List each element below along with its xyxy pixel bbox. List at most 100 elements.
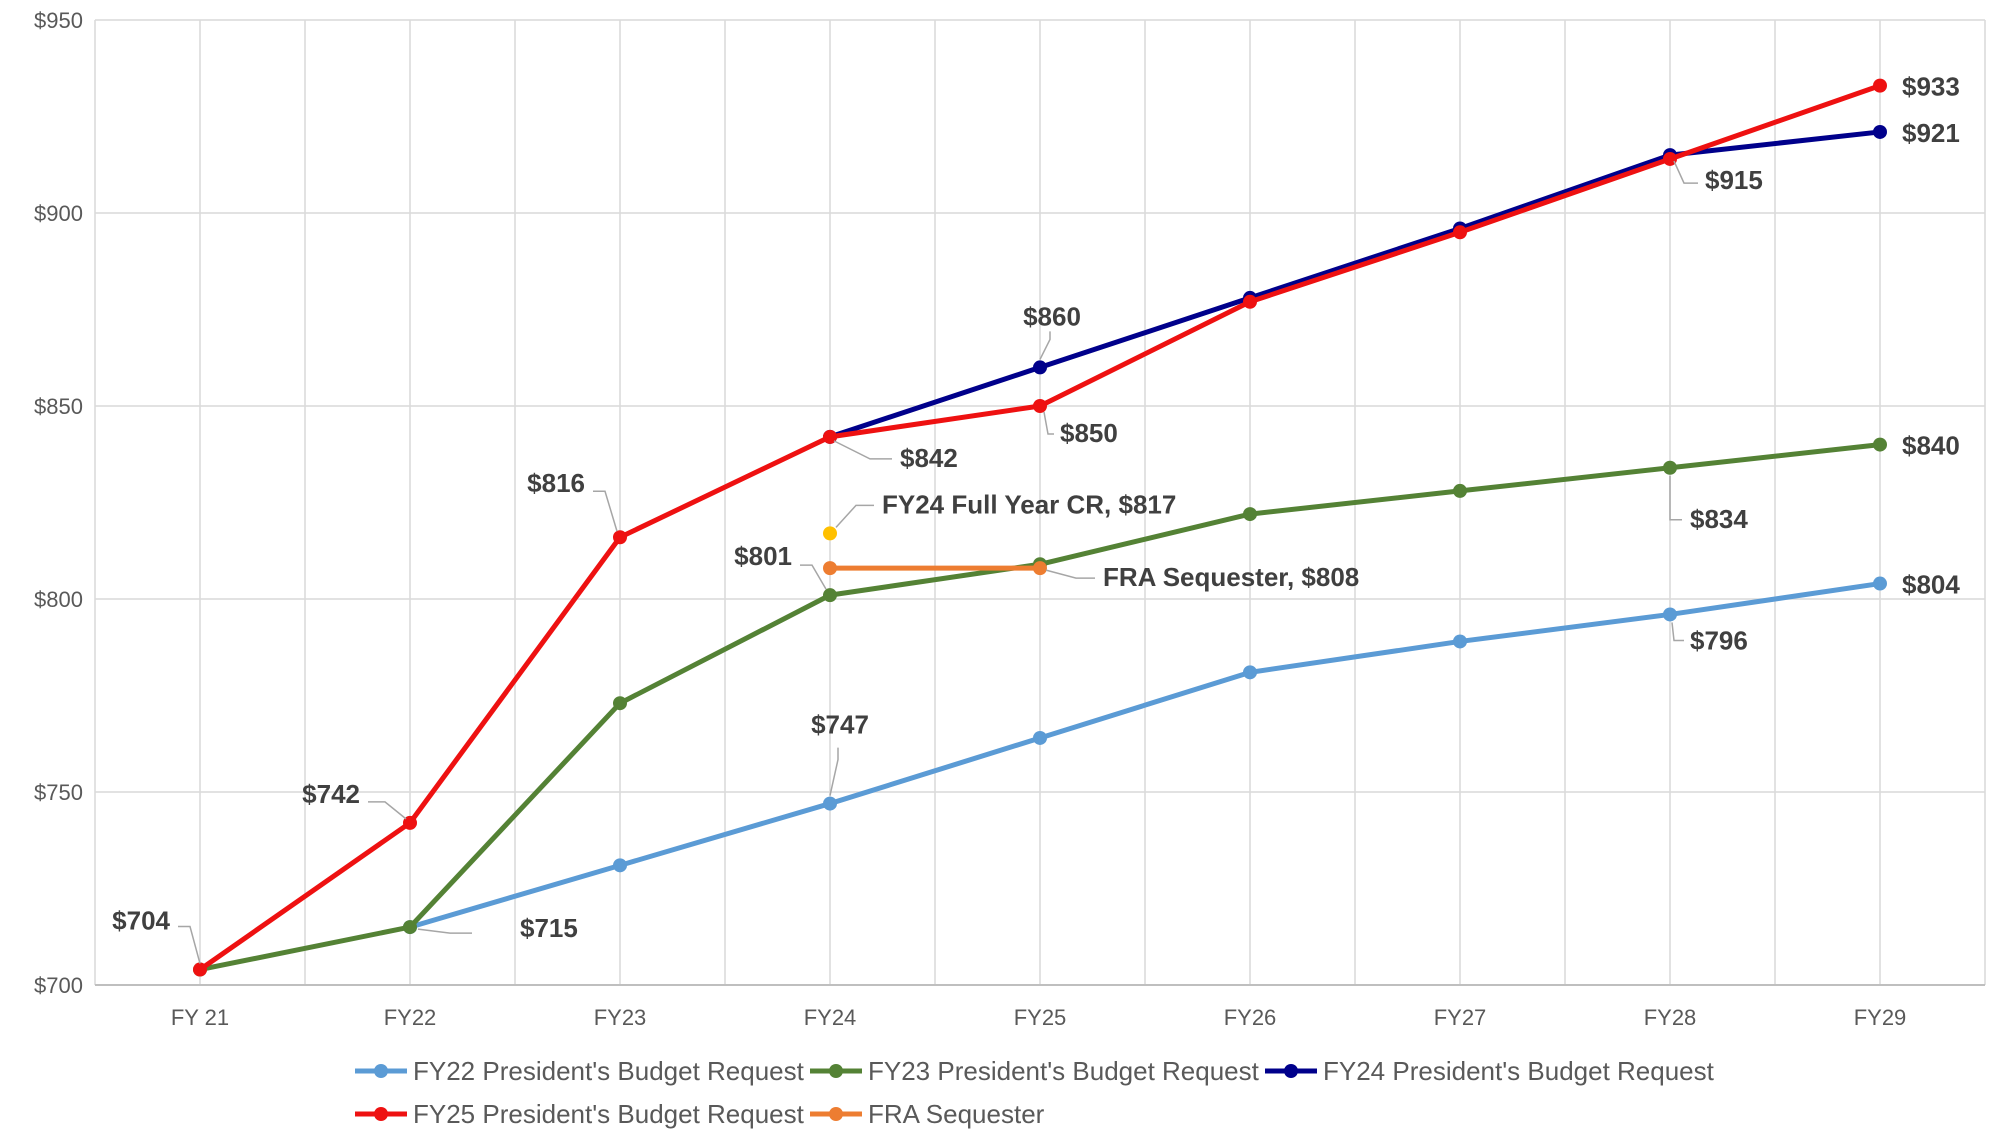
legend-item: FY24 President's Budget Request — [1265, 1056, 1715, 1086]
leader-line — [178, 925, 201, 964]
leader-line — [829, 747, 839, 796]
axes: $700 $750 $800 $850 $900 $950 FY 21 FY22 FY23 FY2… — [34, 8, 1985, 1030]
legend-label: FY23 President's Budget Request — [868, 1056, 1260, 1086]
data-label: $915 — [1705, 165, 1763, 195]
leader-line — [1043, 411, 1054, 435]
y-tick-label: $800 — [34, 587, 83, 612]
x-tick-label: FY22 — [384, 1005, 437, 1030]
leader-line — [417, 928, 472, 934]
data-label: $742 — [302, 779, 360, 809]
y-tick-label: $750 — [34, 780, 83, 805]
leader-line — [1669, 475, 1682, 521]
data-point — [823, 796, 837, 811]
x-tick-label: FY27 — [1434, 1005, 1487, 1030]
leader-line — [1673, 160, 1698, 184]
legend-item: FY25 President's Budget Request — [355, 1099, 805, 1129]
legend-label: FY24 President's Budget Request — [1323, 1056, 1715, 1086]
data-label: $704 — [112, 906, 170, 936]
data-label: $801 — [734, 541, 792, 571]
leader-line — [800, 564, 827, 590]
series-4 — [823, 561, 1047, 576]
data-point — [1873, 576, 1887, 591]
series-line — [409, 581, 1881, 930]
data-label: $933 — [1902, 72, 1960, 102]
leader-line — [593, 490, 618, 532]
y-tick-label: $950 — [34, 8, 83, 33]
legend-swatch-marker — [374, 1064, 388, 1078]
data-point — [403, 920, 417, 935]
data-point — [193, 962, 207, 977]
data-point — [613, 696, 627, 711]
legend-swatch-marker — [829, 1107, 843, 1121]
legend-label: FY22 President's Budget Request — [413, 1056, 805, 1086]
x-tick-label: FY28 — [1644, 1005, 1697, 1030]
leader-line — [368, 801, 407, 820]
y-tick-label: $850 — [34, 394, 83, 419]
data-point — [1033, 360, 1047, 375]
legend-item: FY22 President's Budget Request — [355, 1056, 805, 1086]
data-label: $840 — [1902, 431, 1960, 461]
data-point — [823, 561, 837, 576]
legend-label: FRA Sequester — [868, 1099, 1045, 1129]
data-point — [403, 815, 417, 830]
y-tick-label: $700 — [34, 973, 83, 998]
data-point — [1873, 124, 1887, 139]
data-label: $747 — [811, 710, 869, 740]
data-point — [1663, 460, 1677, 475]
annotation-layer: $704 $742 $715 $816 $842 $801 $747 FY24 Full Ye… — [112, 72, 1960, 964]
leader-line — [1671, 622, 1684, 642]
data-point — [1243, 294, 1257, 309]
data-label: FY24 Full Year CR, $817 — [882, 489, 1176, 519]
data-label: $850 — [1060, 418, 1118, 448]
x-tick-label: FY25 — [1014, 1005, 1067, 1030]
data-point — [1243, 665, 1257, 680]
data-point — [823, 429, 837, 444]
series-line — [829, 129, 1881, 440]
data-label: $804 — [1902, 570, 1960, 600]
data-point-extra — [823, 526, 837, 541]
data-label: $921 — [1902, 118, 1960, 148]
leader-line — [833, 440, 892, 460]
leader-line — [835, 504, 874, 528]
data-point — [1243, 507, 1257, 522]
legend-item: FRA Sequester — [810, 1099, 1045, 1129]
data-point — [613, 858, 627, 873]
y-tick-label: $900 — [34, 201, 83, 226]
data-point — [1033, 561, 1047, 576]
leader-line — [1039, 331, 1051, 360]
series-layer — [193, 78, 1887, 977]
legend-swatch-marker — [374, 1107, 388, 1121]
data-label: $796 — [1690, 625, 1748, 655]
x-tick-label: FY23 — [594, 1005, 647, 1030]
x-tick-label: FY26 — [1224, 1005, 1277, 1030]
data-point — [823, 588, 837, 603]
legend-item: FY23 President's Budget Request — [810, 1056, 1260, 1086]
leader-line — [1045, 569, 1095, 579]
data-point — [1453, 225, 1467, 240]
legend-swatch-marker — [829, 1064, 843, 1078]
data-label: FRA Sequester, $808 — [1103, 562, 1359, 592]
x-tick-label: FY24 — [804, 1005, 857, 1030]
data-point — [1873, 437, 1887, 452]
legend-swatch-marker — [1284, 1064, 1298, 1078]
data-point — [1663, 151, 1677, 166]
x-tick-label: FY 21 — [171, 1005, 229, 1030]
data-label: $860 — [1023, 301, 1081, 331]
series-3 — [193, 78, 1887, 977]
data-point — [1663, 607, 1677, 622]
data-point — [1033, 730, 1047, 745]
data-label: $842 — [900, 443, 958, 473]
data-point — [1033, 399, 1047, 413]
legend-label: FY25 President's Budget Request — [413, 1099, 805, 1129]
data-label: $834 — [1690, 504, 1748, 534]
legend: FY22 President's Budget Request FY23 Pres… — [355, 1056, 1715, 1129]
data-point — [1453, 634, 1467, 649]
data-label: $715 — [520, 913, 578, 943]
data-label: $816 — [527, 468, 585, 498]
data-point — [1453, 483, 1467, 498]
x-tick-label: FY29 — [1854, 1005, 1907, 1030]
data-point — [613, 530, 627, 545]
data-point — [1873, 78, 1887, 93]
